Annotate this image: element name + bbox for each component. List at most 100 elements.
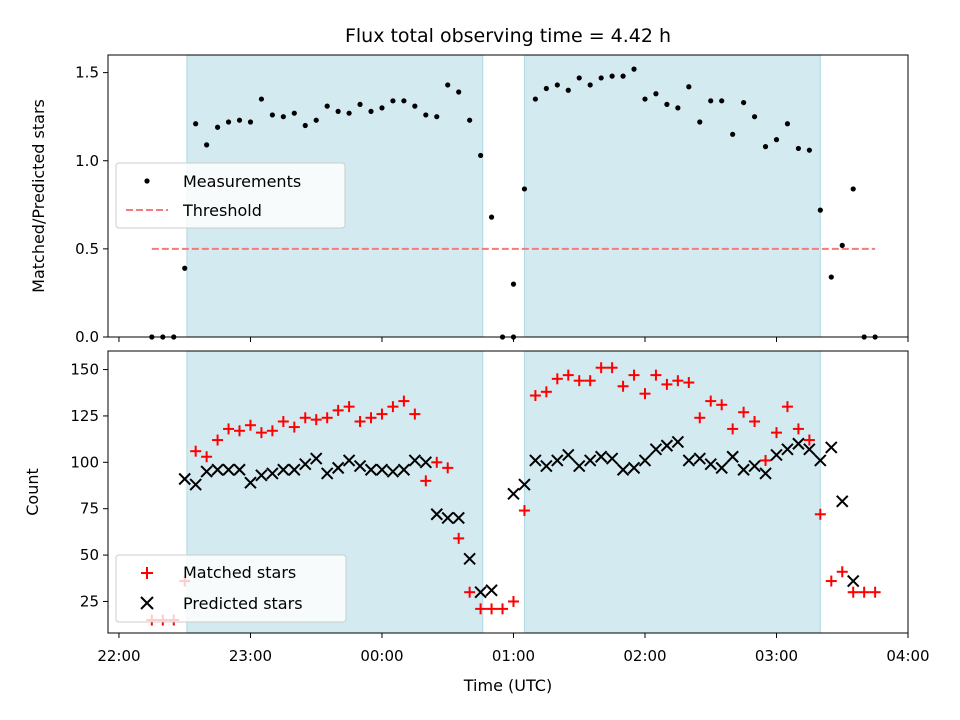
marker-stroke xyxy=(682,454,696,467)
marker-stroke xyxy=(726,450,739,463)
matched-star-point xyxy=(190,445,202,457)
marker-stroke xyxy=(299,457,312,471)
predicted-star-point xyxy=(342,454,356,467)
matched-star-point xyxy=(738,406,750,418)
predicted-star-point xyxy=(474,585,487,599)
x-tick-label: 00:00 xyxy=(360,647,403,665)
matched-star-point xyxy=(409,408,421,420)
y-tick-label: 125 xyxy=(70,407,99,425)
x-tick-label: 04:00 xyxy=(886,647,929,665)
matched-star-point xyxy=(825,575,837,587)
predicted-star-point xyxy=(200,465,213,478)
marker-stroke xyxy=(310,452,323,465)
marker-stroke xyxy=(715,461,728,475)
y-tick-label: 1.5 xyxy=(75,64,99,82)
measurement-point xyxy=(686,84,692,90)
measurement-point xyxy=(488,214,495,220)
measurement-point xyxy=(445,82,451,88)
predicted-star-point xyxy=(244,476,257,489)
matched-star-point xyxy=(540,386,552,398)
predicted-star-point xyxy=(594,450,608,463)
measurement-point xyxy=(773,137,780,143)
bottom-legend: Matched stars Predicted stars xyxy=(115,554,347,623)
matched-star-point xyxy=(858,586,870,598)
shaded-period-1 xyxy=(524,55,821,337)
matched-star-point xyxy=(672,375,684,387)
marker-stroke xyxy=(474,585,487,599)
marker-stroke xyxy=(573,459,586,473)
measurement-point xyxy=(247,119,254,125)
predicted-star-point xyxy=(397,463,411,476)
marker-stroke xyxy=(255,469,268,482)
measurement-point xyxy=(708,98,714,104)
matched-star-point xyxy=(694,412,706,424)
measurement-point xyxy=(182,265,188,271)
marker-stroke xyxy=(419,456,433,469)
measurement-point xyxy=(817,207,823,213)
measurement-point xyxy=(258,96,265,102)
top-y-axis-label: Matched/Predicted stars xyxy=(29,99,48,293)
matched-star-point xyxy=(223,423,235,435)
matched-star-point xyxy=(299,412,311,424)
matched-star-point xyxy=(431,456,443,468)
matched-star-point xyxy=(869,586,881,598)
matched-star-point xyxy=(475,603,487,615)
marker-stroke xyxy=(693,452,706,465)
marker-stroke xyxy=(441,511,454,525)
measurement-point xyxy=(609,73,615,79)
matched-star-point xyxy=(803,434,815,446)
predicted-star-point xyxy=(748,459,761,473)
matched-star-point xyxy=(486,603,498,615)
measurement-point xyxy=(346,110,352,116)
bottom-count-points xyxy=(146,362,881,626)
predicted-star-point xyxy=(715,461,728,475)
marker-stroke xyxy=(627,461,641,475)
predicted-star-point xyxy=(562,448,575,462)
x-axis-label: Time (UTC) xyxy=(463,676,552,695)
measurement-point xyxy=(291,110,297,116)
measurement-point xyxy=(379,105,385,111)
predicted-star-point xyxy=(551,454,564,467)
predicted-star-point xyxy=(463,552,476,565)
predicted-star-point xyxy=(320,467,334,480)
matched-star-point xyxy=(584,375,596,387)
marker-stroke xyxy=(583,454,597,467)
marker-stroke xyxy=(353,459,367,473)
predicted-star-point xyxy=(671,435,685,449)
y-tick-label: 25 xyxy=(80,592,99,610)
measurement-point xyxy=(751,114,758,120)
predicted-star-point xyxy=(375,463,389,476)
measurement-point xyxy=(828,274,834,280)
predicted-star-point xyxy=(529,454,542,467)
matched-star-point xyxy=(332,404,344,416)
matched-star-point xyxy=(464,586,476,598)
measurement-point xyxy=(193,121,199,127)
matched-star-point xyxy=(847,586,859,598)
predicted-star-point xyxy=(836,495,849,508)
y-tick-label: 1.0 xyxy=(75,152,99,170)
predicted-star-point xyxy=(507,487,520,501)
matched-star-point xyxy=(507,595,519,607)
bottom-panel: 25 50 75 100 125 150 22:00 23:00 00:00 01:00 02:00… xyxy=(23,350,930,695)
matched-star-point xyxy=(792,423,804,435)
marker-stroke xyxy=(671,435,685,449)
predicted-star-point xyxy=(452,511,465,525)
matched-star-point xyxy=(442,462,454,474)
predicted-star-point xyxy=(649,443,663,456)
measurement-point xyxy=(697,119,703,125)
marker-stroke xyxy=(211,463,224,476)
y-tick-label: 0.0 xyxy=(75,328,99,346)
chart-title: Flux total observing time = 4.42 h xyxy=(345,25,671,47)
predicted-star-point xyxy=(638,454,652,467)
measurement-point xyxy=(620,73,626,79)
measurement-point xyxy=(741,99,747,106)
measurement-point xyxy=(390,98,396,104)
marker-stroke xyxy=(704,457,717,471)
measurement-point xyxy=(357,101,363,107)
marker-stroke xyxy=(518,478,531,491)
marker-stroke xyxy=(551,454,564,467)
measurement-point xyxy=(554,82,560,88)
predicted-star-point xyxy=(222,463,235,476)
marker-stroke xyxy=(770,448,783,462)
shaded-period-1 xyxy=(524,351,821,633)
